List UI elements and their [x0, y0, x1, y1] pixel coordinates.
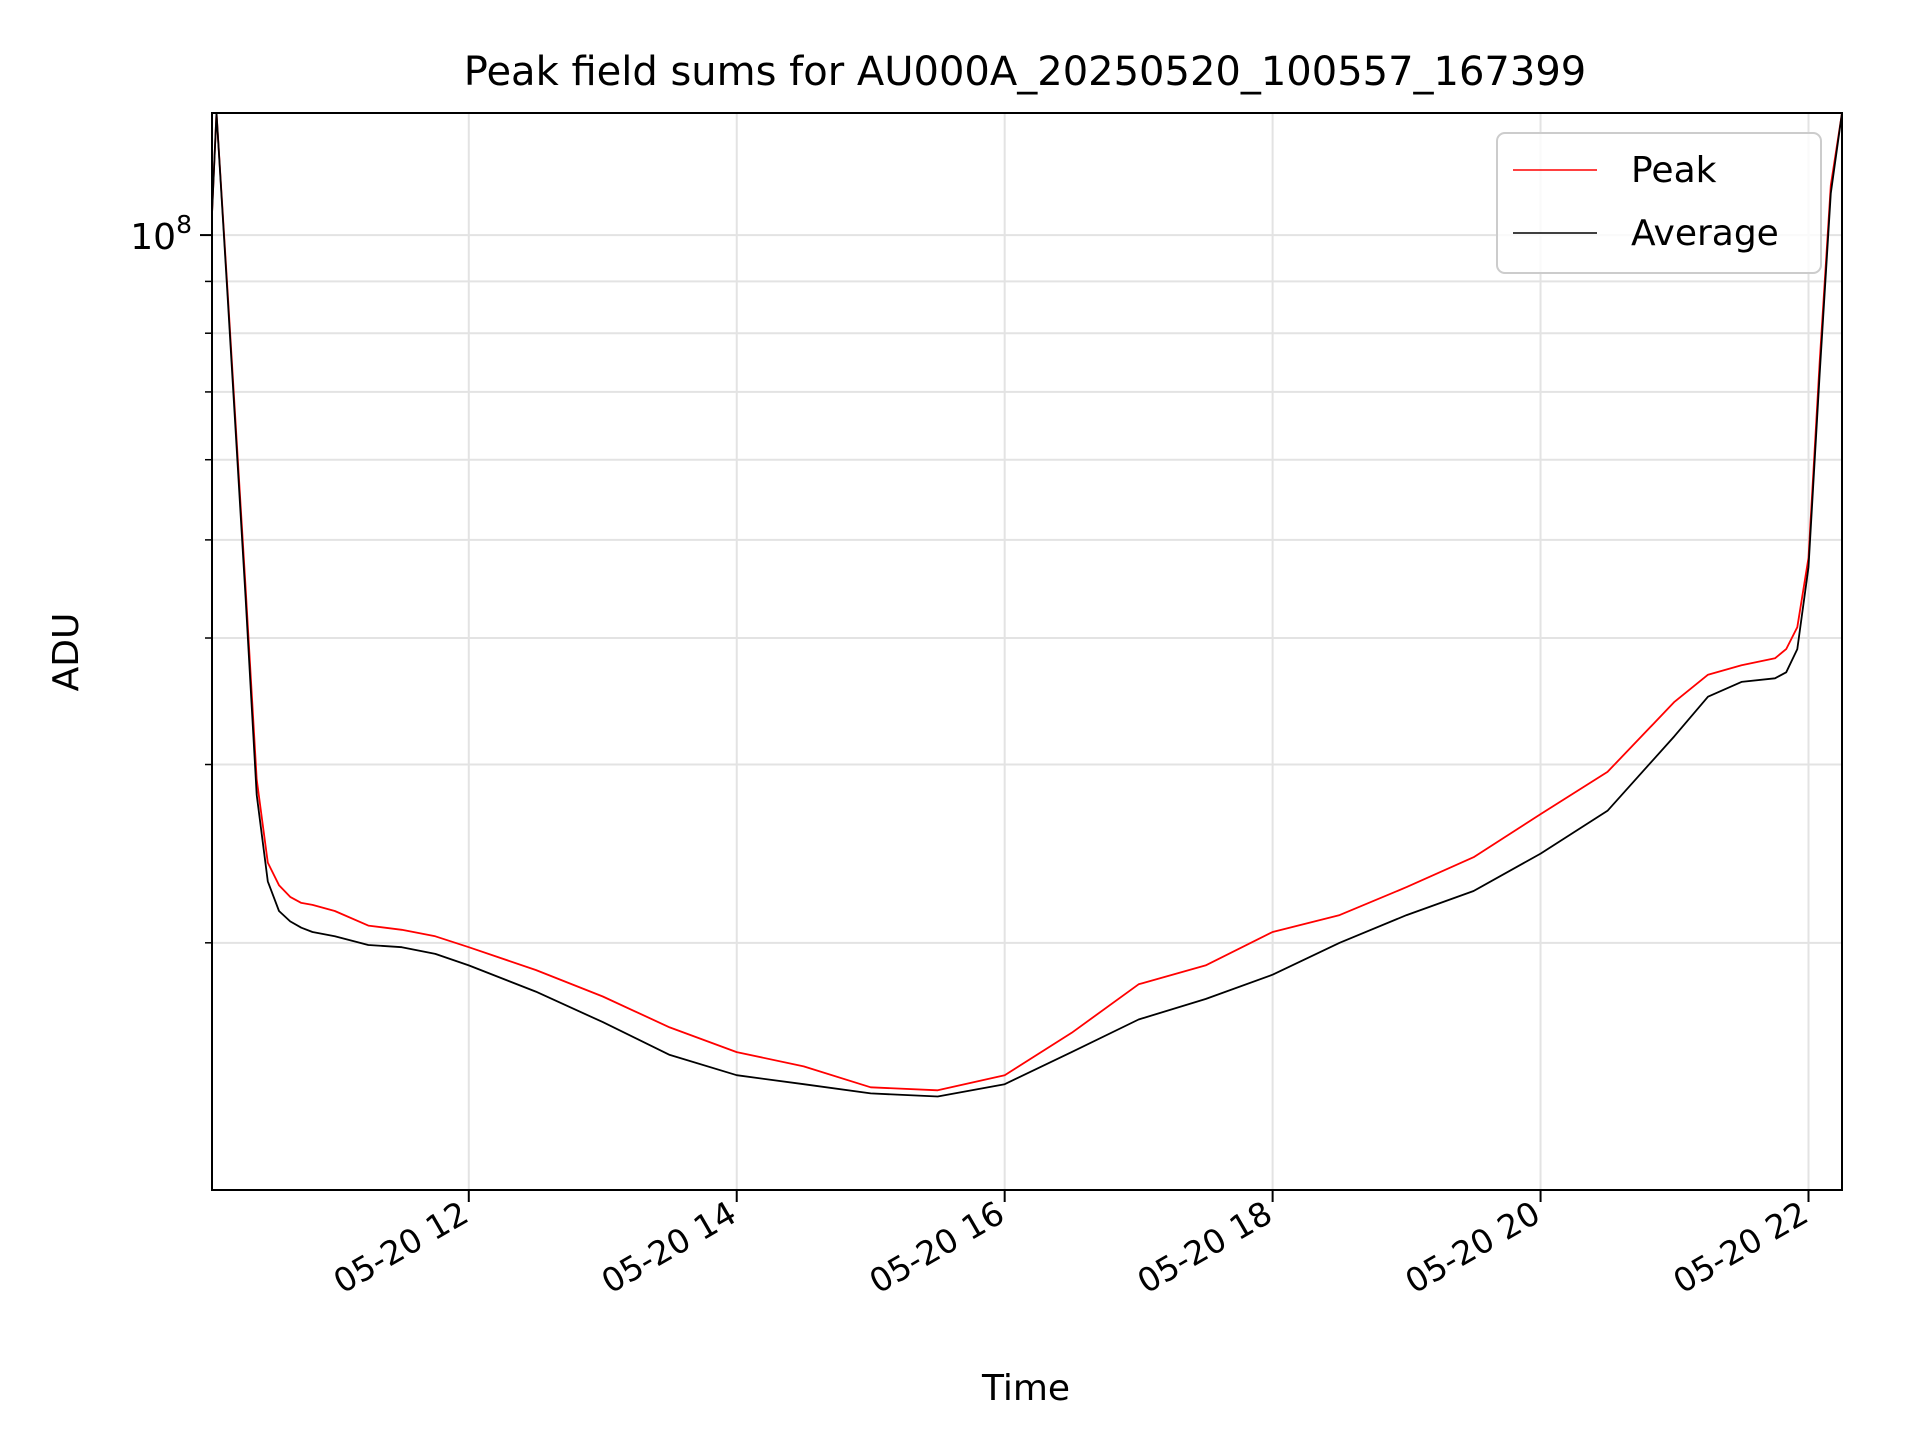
series-line-peak	[212, 113, 1842, 1092]
grid	[212, 113, 1842, 1190]
plot-frame	[211, 112, 1843, 1191]
series-layer	[212, 113, 1842, 1098]
legend-box	[1496, 132, 1822, 274]
legend-label-peak: Peak	[1631, 150, 1717, 191]
series-line-average	[212, 113, 1842, 1098]
plot-area	[212, 113, 1842, 1190]
legend: Peak Average	[1496, 132, 1822, 274]
chart-title: Peak field sums for AU000A_20250520_1005…	[464, 49, 1586, 95]
y-tick-label-base: 10	[130, 217, 176, 258]
y-axis-label: ADU	[46, 613, 87, 692]
y-tick-label-exponent: 8	[176, 210, 192, 239]
y-tick-label: 108	[130, 210, 192, 258]
legend-label-average: Average	[1631, 213, 1779, 254]
x-axis-label: Time	[981, 1368, 1070, 1409]
